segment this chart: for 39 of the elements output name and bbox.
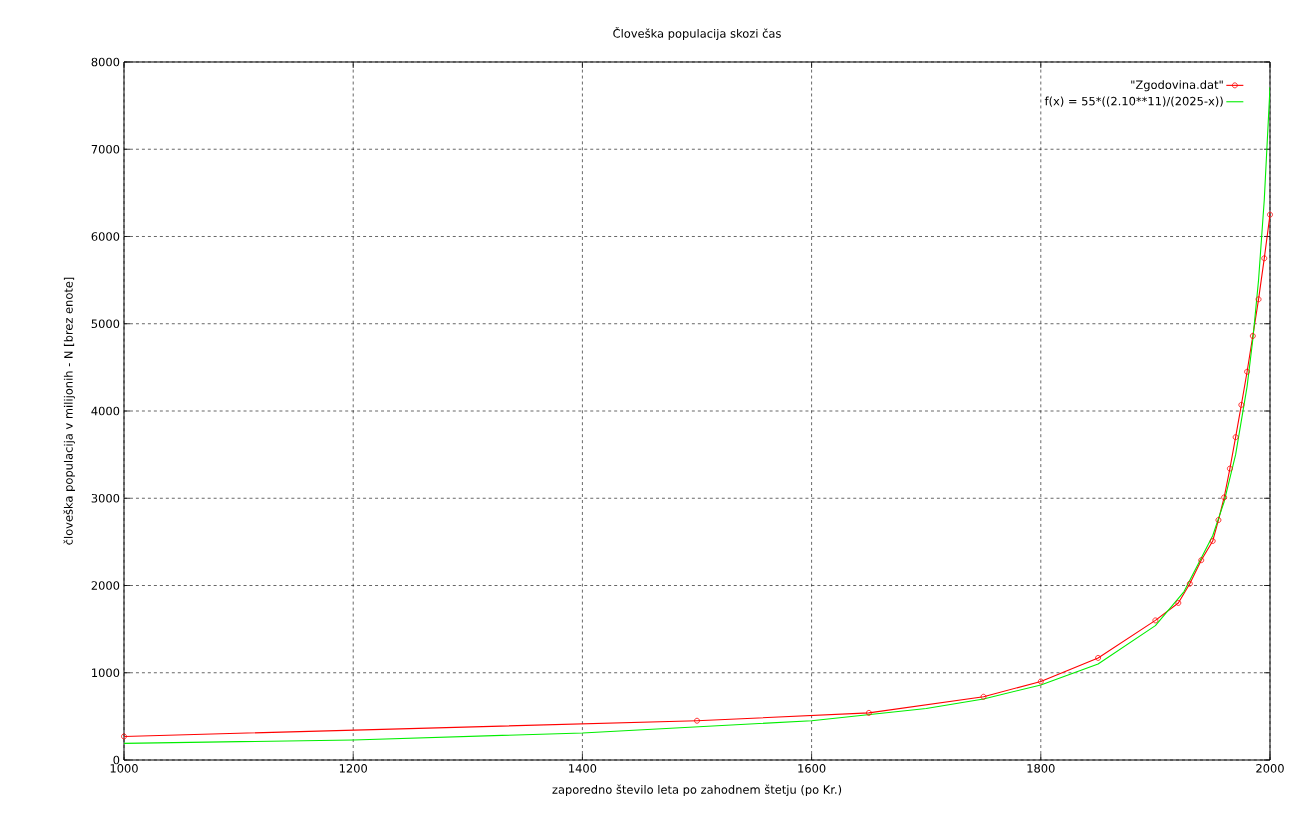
point [1226,465,1233,472]
point [1255,296,1262,303]
point [1238,401,1245,408]
x-tick-label: 1400 [569,764,597,773]
x-axis-title: zaporedno število leta po zahodnem štetju (po Kr.) [552,784,842,797]
x-tick-label: 1000 [110,764,138,773]
point [1152,617,1159,624]
point [1037,678,1044,685]
x-tick-label: 1800 [1027,764,1055,773]
point [1244,368,1250,375]
point [980,693,987,700]
y-tick-label: 4000 [91,406,120,416]
x-tick-label: 1600 [798,764,826,773]
y-tick-label: 0 [113,755,120,765]
y-tick-label: 5000 [91,319,120,329]
point [694,717,700,724]
y-tick-label: 3000 [91,493,120,503]
x-tick-label: 1200 [339,764,368,773]
legend-label: "Zgodovina.dat" [1131,80,1223,92]
point [1209,538,1216,544]
y-tick-label: 1000 [92,668,120,678]
point [1198,557,1205,564]
point [1232,434,1239,441]
x-tick-label: 2000 [1256,764,1284,773]
point [1215,517,1222,523]
chart-title: Človeška populacija skozi čas [613,26,781,40]
point [1186,580,1193,587]
point [866,709,872,716]
y-tick-label: 6000 [91,232,120,241]
point [1221,494,1228,501]
point [1261,255,1268,262]
point [1095,655,1101,661]
y-tick-label: 7000 [91,144,120,154]
y-tick-label: 8000 [91,57,120,67]
point [1249,333,1256,339]
y-tick-label: 2000 [91,581,120,590]
point [1175,600,1182,606]
y-axis-title: človeška populacija v milijonih - N [brez enote] [63,277,75,545]
legend-label: f(x) = 55*((2.10**11)/(2025-x)) [1044,96,1223,107]
